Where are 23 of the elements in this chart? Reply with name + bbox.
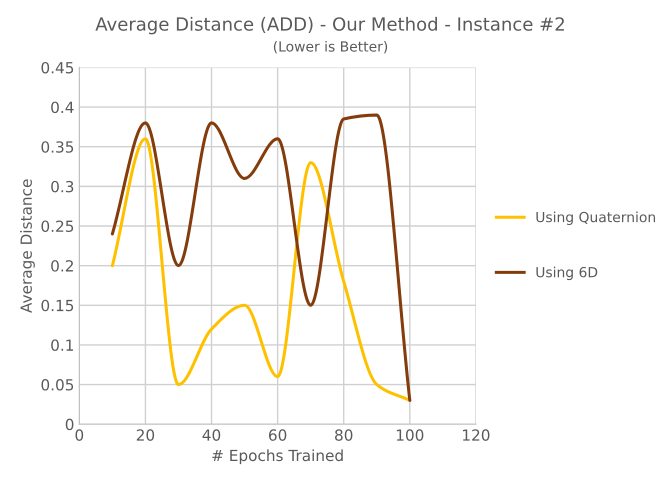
chart-title: Average Distance (ADD) - Our Method - Instance #2 [95,16,564,34]
x-axis-title: # Epochs Trained [212,449,343,464]
chart-subtitle: (Lower is Better) [274,40,388,54]
legend-label: Using Quaternion [536,212,656,225]
x-tick-label: 80 [335,429,352,441]
x-tick-label: 20 [136,429,154,441]
y-tick-label: 0.2 [51,260,73,272]
y-tick-label: 0.05 [41,378,74,391]
x-tick-label: 100 [396,429,424,441]
y-tick-label: 0.1 [51,339,74,351]
y-tick-label: 0 [66,418,74,430]
y-tick-label: 0.15 [41,300,74,312]
y-tick-label: 0.35 [41,141,74,153]
x-tick-label: 60 [268,429,286,441]
x-tick-label: 120 [463,429,490,441]
y-axis-title: Average Distance [20,179,35,313]
x-tick-label: 0 [75,429,84,441]
y-tick-label: 0.25 [41,220,74,232]
y-tick-label: 0.45 [41,62,74,74]
legend-label: Using 6D [536,266,598,280]
y-tick-label: 0.3 [51,180,74,192]
x-tick-label: 40 [202,429,220,441]
y-tick-label: 0.4 [51,102,74,114]
